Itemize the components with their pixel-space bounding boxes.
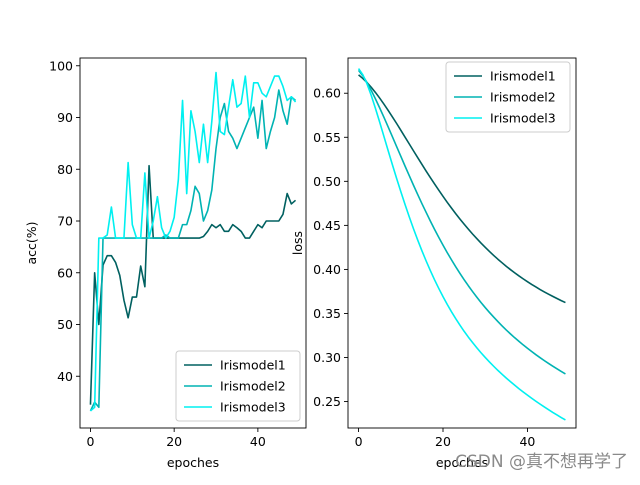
x-tick-label: 40 bbox=[519, 434, 535, 449]
axes-frame bbox=[79, 57, 307, 429]
legend-box bbox=[445, 61, 571, 133]
legend-label: Irismodel2 bbox=[490, 90, 556, 105]
y-tick-label: 40 bbox=[57, 369, 73, 384]
y-tick-label: 0.35 bbox=[313, 306, 341, 321]
y-axis-label: acc(%) bbox=[24, 221, 39, 264]
series-line-irismodel1 bbox=[358, 74, 566, 304]
y-tick-label: 90 bbox=[57, 110, 73, 125]
legend-box bbox=[175, 350, 301, 422]
y-tick-label: 0.30 bbox=[313, 350, 341, 365]
watermark-text: CSDN @真不想再学了 bbox=[455, 452, 628, 472]
y-tick-label: 0.55 bbox=[313, 130, 341, 145]
axes-frame bbox=[347, 57, 577, 429]
legend-label: Irismodel3 bbox=[490, 111, 556, 126]
y-tick-label: 60 bbox=[57, 265, 73, 280]
y-tick-label: 0.60 bbox=[313, 86, 341, 101]
legend: Irismodel1 Irismodel2 Irismodel3 bbox=[445, 61, 571, 133]
y-tick-label: 0.45 bbox=[313, 218, 341, 233]
chart-panel-2: 0 20 40 0.25 0.30 0.35 0.40 0.45 0.50 0.55 0.60 epo… bbox=[290, 57, 577, 470]
y-tick-label: 50 bbox=[57, 317, 73, 332]
legend-label: Irismodel2 bbox=[220, 379, 286, 394]
series-line-irismodel1 bbox=[89, 164, 297, 405]
x-tick-label: 20 bbox=[166, 434, 182, 449]
x-tick-label: 0 bbox=[86, 434, 94, 449]
y-axis-label: loss bbox=[290, 231, 305, 255]
x-axis-label: epoches bbox=[436, 455, 488, 470]
series-line-irismodel2 bbox=[357, 69, 566, 375]
y-tick-label: 0.50 bbox=[313, 174, 341, 189]
legend-label: Irismodel3 bbox=[220, 400, 286, 415]
x-axis-label: epoches bbox=[167, 455, 219, 470]
x-tick-label: 0 bbox=[355, 434, 363, 449]
x-tick-label: 20 bbox=[435, 434, 451, 449]
y-tick-label: 80 bbox=[57, 162, 73, 177]
chart-panel-1: 0 20 40 40 50 60 70 80 90 100 epoches acc(%) Irismod… bbox=[24, 57, 307, 470]
legend-label: Irismodel1 bbox=[220, 358, 286, 373]
x-tick-label: 40 bbox=[250, 434, 266, 449]
y-tick-label: 0.40 bbox=[313, 262, 341, 277]
series-line-irismodel3 bbox=[357, 68, 566, 421]
y-tick-label: 100 bbox=[49, 58, 73, 73]
series-line-irismodel3 bbox=[89, 71, 297, 412]
legend-label: Irismodel1 bbox=[490, 69, 556, 84]
y-tick-label: 0.25 bbox=[313, 394, 341, 409]
y-tick-label: 70 bbox=[57, 214, 73, 229]
legend: Irismodel1 Irismodel2 Irismodel3 bbox=[175, 350, 301, 422]
